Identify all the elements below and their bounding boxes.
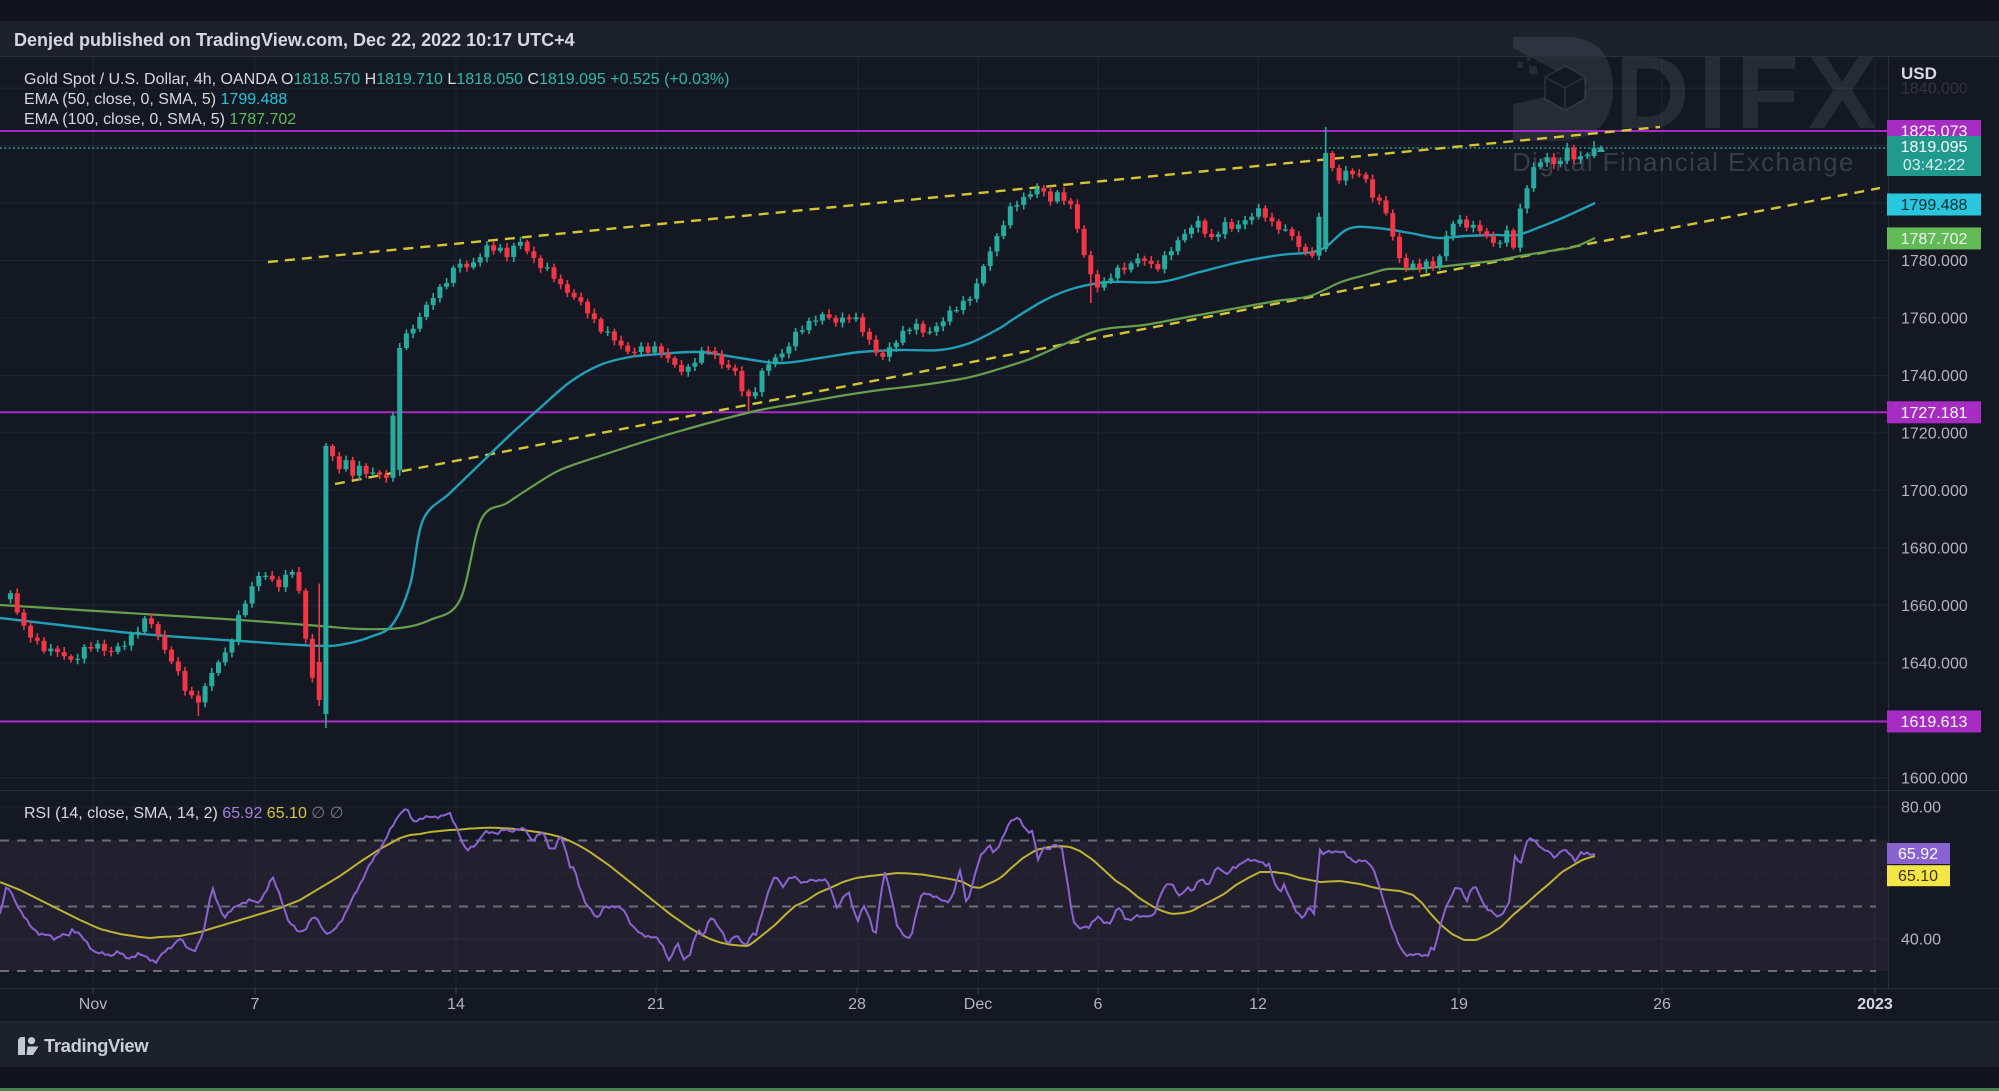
svg-text:1840.000: 1840.000: [1901, 81, 1968, 98]
svg-text:Dec: Dec: [964, 996, 992, 1013]
svg-text:03:42:22: 03:42:22: [1903, 157, 1965, 174]
svg-text:DIFX: DIFX: [1615, 35, 1886, 150]
svg-text:21: 21: [647, 996, 665, 1013]
svg-text:1720.000: 1720.000: [1901, 425, 1968, 442]
svg-text:USD: USD: [1901, 64, 1937, 83]
svg-text:1760.000: 1760.000: [1901, 311, 1968, 328]
svg-text:12: 12: [1249, 996, 1267, 1013]
svg-text:1700.000: 1700.000: [1901, 483, 1968, 500]
svg-text:40.00: 40.00: [1901, 931, 1941, 948]
svg-text:7: 7: [251, 996, 260, 1013]
svg-text:80.00: 80.00: [1901, 800, 1941, 817]
svg-text:Denjed published on TradingVie: Denjed published on TradingView.com, Dec…: [14, 30, 575, 50]
svg-text:26: 26: [1653, 996, 1671, 1013]
svg-text:6: 6: [1094, 996, 1103, 1013]
svg-text:1727.181: 1727.181: [1901, 405, 1968, 422]
svg-text:2023: 2023: [1857, 996, 1893, 1013]
svg-text:65.10: 65.10: [1898, 868, 1938, 885]
svg-text:EMA (100, close, 0, SMA, 5) 1: EMA (100, close, 0, SMA, 5) 1787.702: [24, 111, 296, 128]
svg-text:1819.095: 1819.095: [1901, 139, 1968, 156]
svg-text:Digital Financial Exchange: Digital Financial Exchange: [1512, 147, 1855, 177]
svg-text:65.92: 65.92: [1898, 846, 1938, 863]
svg-text:RSI (14, close, SMA, 14, 2) 6: RSI (14, close, SMA, 14, 2) 65.92 65.10 …: [24, 805, 344, 822]
svg-text:1740.000: 1740.000: [1901, 368, 1968, 385]
svg-text:14: 14: [447, 996, 465, 1013]
svg-text:1680.000: 1680.000: [1901, 540, 1968, 557]
svg-text:1600.000: 1600.000: [1901, 770, 1968, 787]
svg-text:1619.613: 1619.613: [1901, 714, 1968, 731]
svg-text:Nov: Nov: [79, 996, 107, 1013]
svg-text:EMA (50, close, 0, SMA, 5) 17: EMA (50, close, 0, SMA, 5) 1799.488: [24, 91, 287, 108]
svg-text:19: 19: [1450, 996, 1468, 1013]
svg-text:28: 28: [848, 996, 866, 1013]
svg-text:TradingView: TradingView: [44, 1035, 149, 1056]
svg-text:1780.000: 1780.000: [1901, 253, 1968, 270]
svg-text:1787.702: 1787.702: [1901, 231, 1968, 248]
svg-text:Gold Spot / U.S. Dollar, 4h, O: Gold Spot / U.S. Dollar, 4h, OANDA O1818…: [24, 71, 729, 88]
svg-text:1640.000: 1640.000: [1901, 655, 1968, 672]
svg-text:1660.000: 1660.000: [1901, 598, 1968, 615]
svg-text:1799.488: 1799.488: [1901, 197, 1968, 214]
